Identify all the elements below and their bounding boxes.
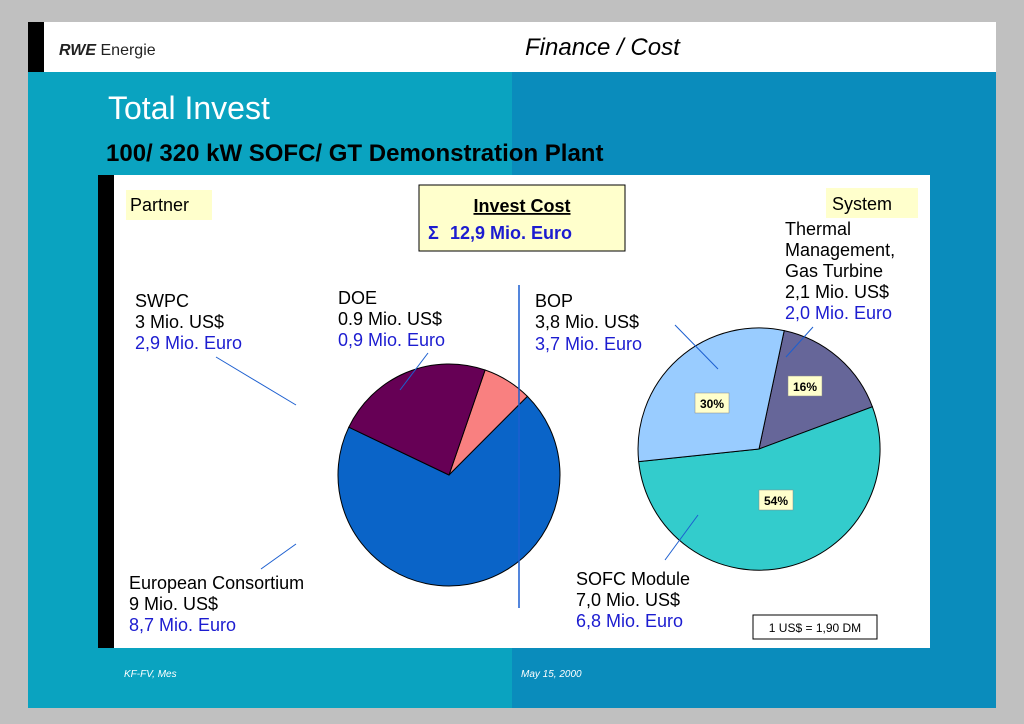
label-bop-euro: 3,7 Mio. Euro <box>535 334 642 354</box>
label-thermal-usd: 2,1 Mio. US$ <box>785 282 889 302</box>
label-swpc-usd: 3 Mio. US$ <box>135 312 224 332</box>
panel-accent-bar <box>98 175 114 648</box>
pct-box-thermal-management-gas-turbine <box>787 375 823 397</box>
system-title-bg <box>826 188 918 218</box>
leader-european <box>260 543 297 570</box>
invest-cost-heading: Invest Cost <box>473 196 570 216</box>
sigma-symbol: Σ <box>428 223 439 243</box>
leader-thermal <box>785 326 814 358</box>
partner-title: Partner <box>130 195 189 215</box>
label-thermal-line-2: Management, <box>785 240 895 260</box>
label-bop-name: BOP <box>535 291 573 311</box>
leader-sofc <box>664 514 699 561</box>
label-european-usd: 9 Mio. US$ <box>129 594 218 614</box>
pct-label-thermal-management-gas-turbine: 16% <box>793 380 817 394</box>
section-title: Finance / Cost <box>525 34 680 61</box>
label-sofc-euro: 6,8 Mio. Euro <box>576 611 683 631</box>
leader-doe <box>399 352 429 391</box>
rwe-logo: RWE Energie <box>59 42 156 59</box>
slide-header: RWE Energie Finance / Cost <box>28 22 996 72</box>
slide-subtitle: 100/ 320 kW SOFC/ GT Demonstration Plant <box>106 140 604 167</box>
label-sofc-name: SOFC Module <box>576 569 690 589</box>
pct-box-bop <box>694 392 730 414</box>
system-title: System <box>832 194 892 214</box>
label-sofc-usd: 7,0 Mio. US$ <box>576 590 680 610</box>
pie-slice-swpc <box>348 363 486 476</box>
pct-label-sofc-module: 54% <box>764 494 788 508</box>
label-doe-name: DOE <box>338 288 377 308</box>
invest-cost-total: 12,9 Mio. Euro <box>450 223 572 243</box>
label-thermal-line-3: Gas Turbine <box>785 261 883 281</box>
label-thermal-euro: 2,0 Mio. Euro <box>785 303 892 323</box>
header-accent-bar <box>28 22 44 72</box>
leader-swpc <box>215 356 297 406</box>
label-swpc-name: SWPC <box>135 291 189 311</box>
label-bop-usd: 3,8 Mio. US$ <box>535 312 639 332</box>
label-doe-usd: 0.9 Mio. US$ <box>338 309 442 329</box>
exchange-note: 1 US$ = 1,90 DM <box>769 621 861 635</box>
label-european-name: European Consortium <box>129 573 304 593</box>
footer-date: May 15, 2000 <box>521 669 582 680</box>
slide: RWE Energie Finance / Cost Total Invest … <box>28 22 996 708</box>
footer-author: KF-FV, Mes <box>124 669 177 680</box>
label-thermal-line-1: Thermal <box>785 219 851 239</box>
pct-box-sofc-module <box>758 489 794 511</box>
pct-label-bop: 30% <box>700 397 724 411</box>
pie-slice-european-consortium <box>337 395 561 587</box>
invest-cost-box <box>418 184 626 252</box>
partner-title-bg <box>126 190 212 220</box>
label-swpc-euro: 2,9 Mio. Euro <box>135 333 242 353</box>
leader-bop <box>674 324 719 370</box>
label-doe-euro: 0,9 Mio. Euro <box>338 330 445 350</box>
chart-panel: Partner DOE 0.9 Mio. US$ 0,9 Mio. Euro SWPC 3… <box>98 175 930 648</box>
slide-title: Total Invest <box>108 90 270 126</box>
pie-slice-sofc-module <box>638 406 881 571</box>
exchange-note-box <box>752 614 878 640</box>
label-european-euro: 8,7 Mio. Euro <box>129 615 236 635</box>
